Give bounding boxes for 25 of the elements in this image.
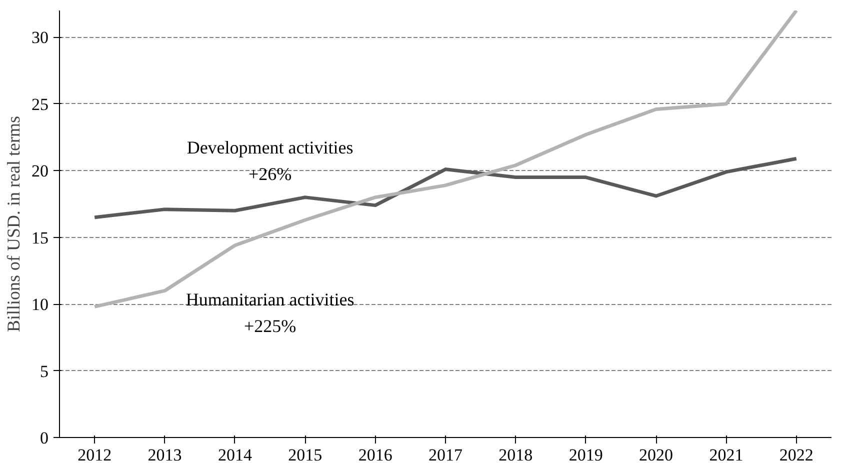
series-label: Humanitarian activities xyxy=(186,289,354,310)
x-tick-label: 2015 xyxy=(288,446,322,463)
y-tick-label: 10 xyxy=(32,295,48,314)
x-tick-label: 2020 xyxy=(639,446,674,463)
x-tick-label: 2013 xyxy=(148,446,182,463)
text: Development activities xyxy=(186,137,354,158)
y-tick-label: 30 xyxy=(32,28,48,48)
x-tick-label: 2019 xyxy=(568,446,603,463)
x-tick-label: 2018 xyxy=(498,446,533,463)
y-tick-label: 5 xyxy=(40,362,48,381)
x-tick-label: 2016 xyxy=(358,446,392,463)
y-axis-title: Billions of USD. in real terms xyxy=(4,116,24,332)
x-tick-label: 2014 xyxy=(218,446,252,463)
line-series xyxy=(92,10,798,308)
y-tick-label: 0 xyxy=(40,428,48,448)
line-series xyxy=(92,156,798,220)
annotation: +26% xyxy=(248,164,292,184)
y-tick-label: 15 xyxy=(32,228,48,248)
x-tick-label: 2017 xyxy=(428,446,463,463)
y-tick-label: 25 xyxy=(32,94,48,114)
x-tick-label: 2012 xyxy=(78,446,112,463)
y-tick-label: 20 xyxy=(32,162,48,181)
x-tick-label: 2022 xyxy=(779,446,814,463)
x-tick-label: 2021 xyxy=(709,446,744,463)
annotation: +225% xyxy=(244,316,296,336)
